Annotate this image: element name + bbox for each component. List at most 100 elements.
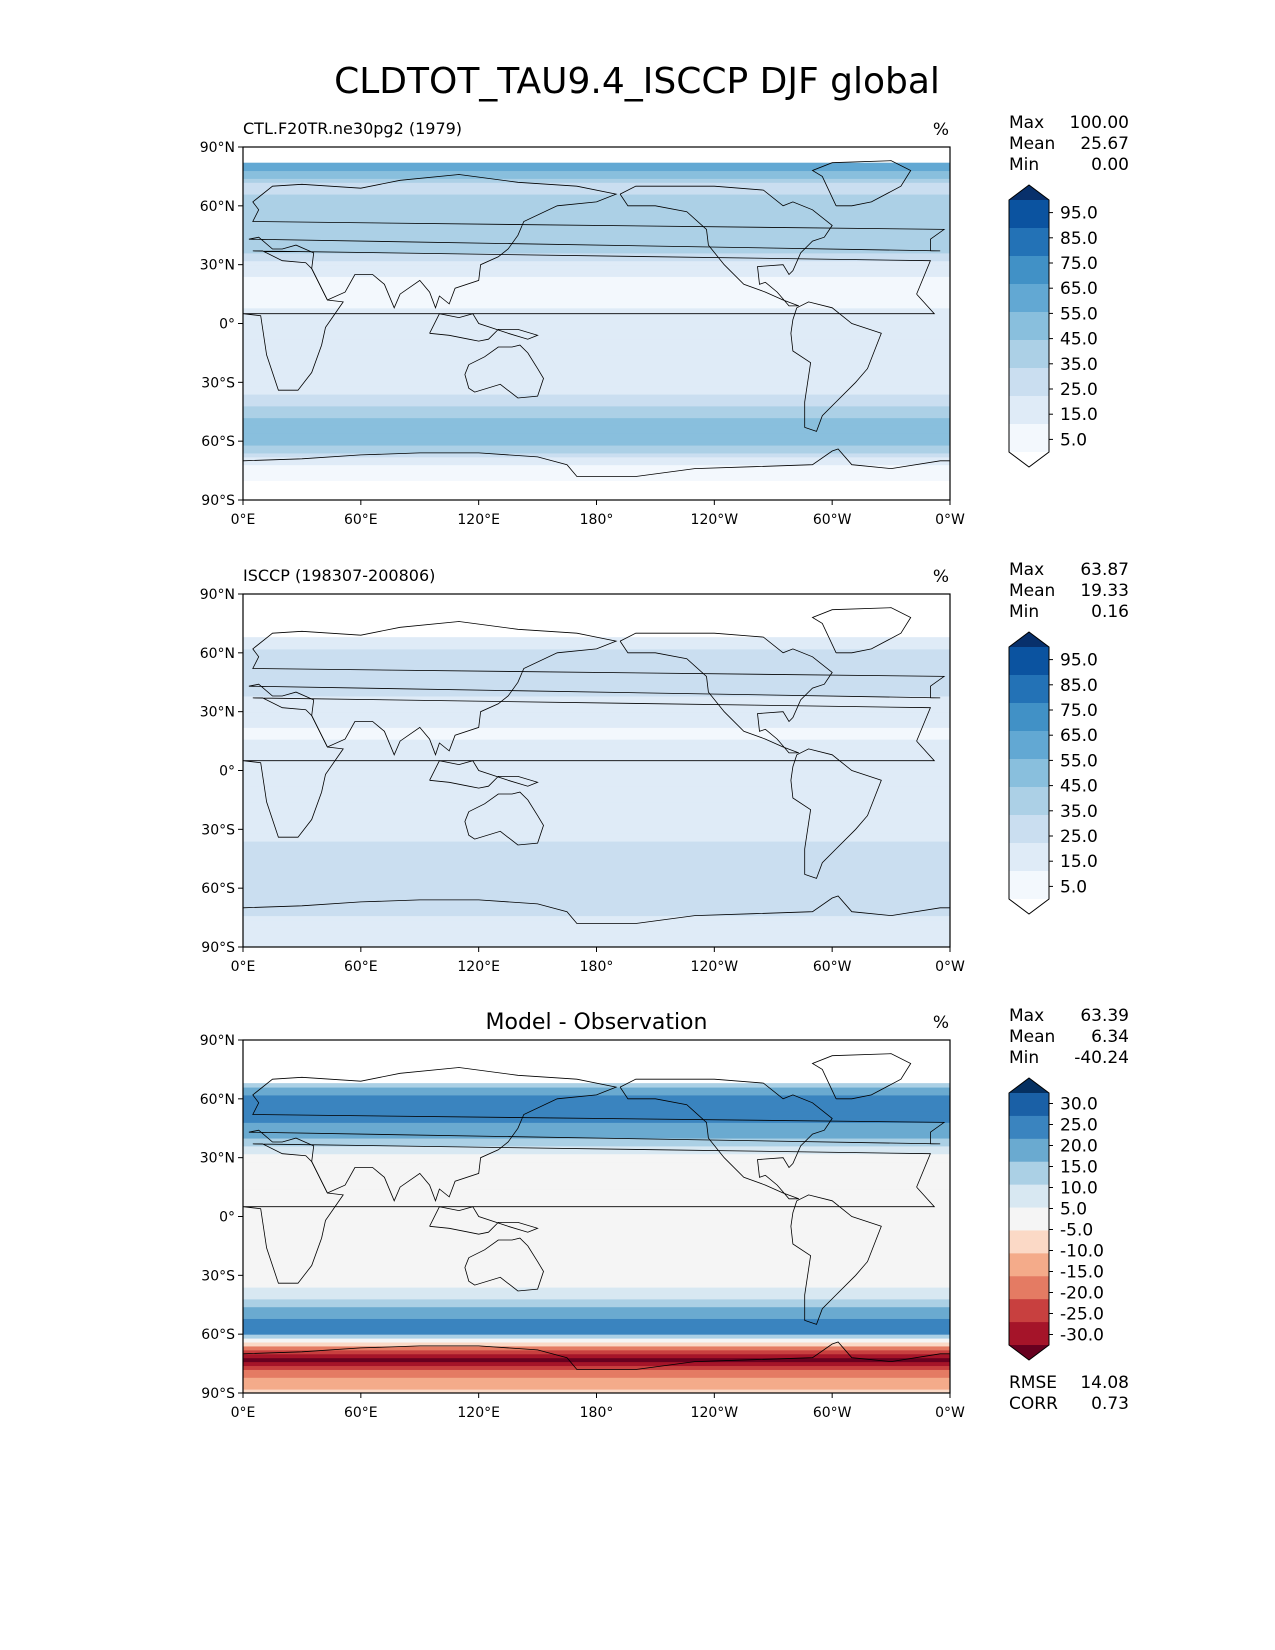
lon-tick-label: 120°W bbox=[691, 959, 739, 975]
colorbar-bin bbox=[1009, 200, 1049, 229]
coastline bbox=[243, 697, 936, 838]
lat-band bbox=[243, 656, 950, 662]
lat-band bbox=[243, 288, 950, 293]
lat-band bbox=[243, 174, 950, 179]
colorbar-bin bbox=[1009, 731, 1049, 760]
panel-subtitle: CTL.F20TR.ne30pg2 (1979) bbox=[243, 119, 462, 138]
colorbar-bin bbox=[1009, 284, 1049, 313]
lat-band bbox=[243, 409, 950, 415]
lat-band bbox=[243, 350, 950, 356]
map-panel-2: 90°N 60°N 30°N 0° 30°S 60°S 90°S 0°E 60°E 120°E 18… bbox=[200, 560, 1129, 975]
lat-band bbox=[243, 668, 950, 673]
lat-band bbox=[243, 162, 950, 168]
lon-tick-label: 120°W bbox=[691, 512, 739, 528]
lat-band bbox=[243, 872, 950, 877]
lat-band bbox=[243, 797, 950, 803]
colorbar-tick-label: 30.0 bbox=[1060, 1095, 1098, 1115]
colorbar-tick-label: -5.0 bbox=[1060, 1221, 1093, 1241]
lat-band bbox=[243, 1334, 950, 1339]
colorbar-extend-max bbox=[1009, 632, 1049, 647]
lat-band bbox=[243, 1294, 950, 1300]
lat-tick-label: 30°N bbox=[200, 258, 235, 274]
stat-label: Max bbox=[1009, 113, 1044, 133]
lat-band bbox=[243, 833, 950, 838]
lon-tick-label: 180° bbox=[580, 959, 614, 975]
lat-tick-label: 60°S bbox=[201, 881, 235, 897]
lat-band bbox=[243, 1349, 950, 1355]
lat-band bbox=[243, 766, 950, 771]
stat-label: Max bbox=[1009, 560, 1044, 580]
lat-band bbox=[243, 1102, 950, 1108]
lat-band bbox=[243, 1369, 950, 1374]
colorbar-bin bbox=[1009, 1276, 1049, 1300]
lat-band bbox=[243, 299, 950, 305]
lat-band bbox=[243, 829, 950, 834]
lat-band bbox=[243, 837, 950, 842]
colorbar-tick-label: 20.0 bbox=[1060, 1137, 1098, 1157]
lat-band bbox=[243, 252, 950, 258]
lat-band bbox=[243, 801, 950, 807]
colorbar-bin bbox=[1009, 312, 1049, 341]
colorbar-bin bbox=[1009, 1161, 1049, 1186]
lat-band bbox=[243, 256, 950, 262]
lat-band bbox=[243, 1134, 950, 1139]
colorbar-tick-label: 10.0 bbox=[1060, 1179, 1098, 1199]
coastline bbox=[243, 448, 950, 477]
lat-band bbox=[243, 1259, 950, 1265]
coastline bbox=[248, 1067, 946, 1203]
colorbar-bin bbox=[1009, 843, 1049, 872]
lat-band bbox=[243, 817, 950, 822]
lat-band bbox=[243, 727, 950, 732]
coastlines bbox=[243, 1053, 950, 1370]
lat-band bbox=[243, 339, 950, 344]
lat-band bbox=[243, 1345, 950, 1351]
lat-band bbox=[243, 1243, 950, 1249]
lat-band bbox=[243, 1361, 950, 1367]
lat-band bbox=[243, 1185, 950, 1190]
colorbar-bin bbox=[1009, 1207, 1049, 1231]
colorbar-bin bbox=[1009, 1299, 1049, 1323]
lat-band bbox=[243, 1189, 950, 1194]
lat-band bbox=[243, 1381, 950, 1386]
coastline bbox=[790, 301, 882, 432]
lat-band bbox=[243, 464, 950, 470]
coastline bbox=[790, 1194, 882, 1325]
lat-tick-label: 60°N bbox=[200, 1092, 235, 1108]
coastlines bbox=[243, 607, 950, 924]
map-panel-1: 90°N 60°N 30°N 0° 30°S 60°S 90°S 0°E 60°E 120°E 18… bbox=[200, 113, 1129, 528]
colorbar-bin bbox=[1009, 1253, 1049, 1277]
lat-band bbox=[243, 1342, 950, 1347]
lon-tick-label: 120°E bbox=[457, 512, 500, 528]
lat-band bbox=[243, 845, 950, 850]
lon-tick-label: 0°W bbox=[935, 512, 965, 528]
colorbar-tick-label: -30.0 bbox=[1060, 1326, 1104, 1346]
colorbar-tick-label: 75.0 bbox=[1060, 701, 1098, 721]
lat-band bbox=[243, 1106, 950, 1112]
panels: 90°N 60°N 30°N 0° 30°S 60°S 90°S 0°E 60°E 120°E 18… bbox=[200, 113, 1129, 1421]
lat-band bbox=[243, 276, 950, 281]
colorbar-bin bbox=[1009, 368, 1049, 397]
colorbar-tick-label: 65.0 bbox=[1060, 726, 1098, 746]
lat-band bbox=[243, 1126, 950, 1131]
lat-band bbox=[243, 484, 950, 489]
lat-band bbox=[243, 684, 950, 689]
colorbar-bin bbox=[1009, 871, 1049, 900]
colorbar-bin bbox=[1009, 647, 1049, 676]
lat-band bbox=[243, 449, 950, 454]
lat-band bbox=[243, 892, 950, 897]
lat-band bbox=[243, 770, 950, 775]
lat-band bbox=[243, 774, 950, 779]
coastline bbox=[248, 174, 946, 310]
lat-band bbox=[243, 170, 950, 175]
lat-band bbox=[243, 217, 950, 223]
colorbar-outline bbox=[1008, 631, 1050, 915]
coastline bbox=[429, 313, 539, 342]
colorbar-bin bbox=[1009, 396, 1049, 425]
lat-band bbox=[243, 884, 950, 889]
lat-band bbox=[243, 315, 950, 321]
lat-tick-label: 0° bbox=[219, 317, 235, 333]
lat-band bbox=[243, 1373, 950, 1378]
lat-band bbox=[243, 280, 950, 285]
stat-label: Max bbox=[1009, 1006, 1044, 1026]
colorbar-tick-label: 55.0 bbox=[1060, 304, 1098, 324]
